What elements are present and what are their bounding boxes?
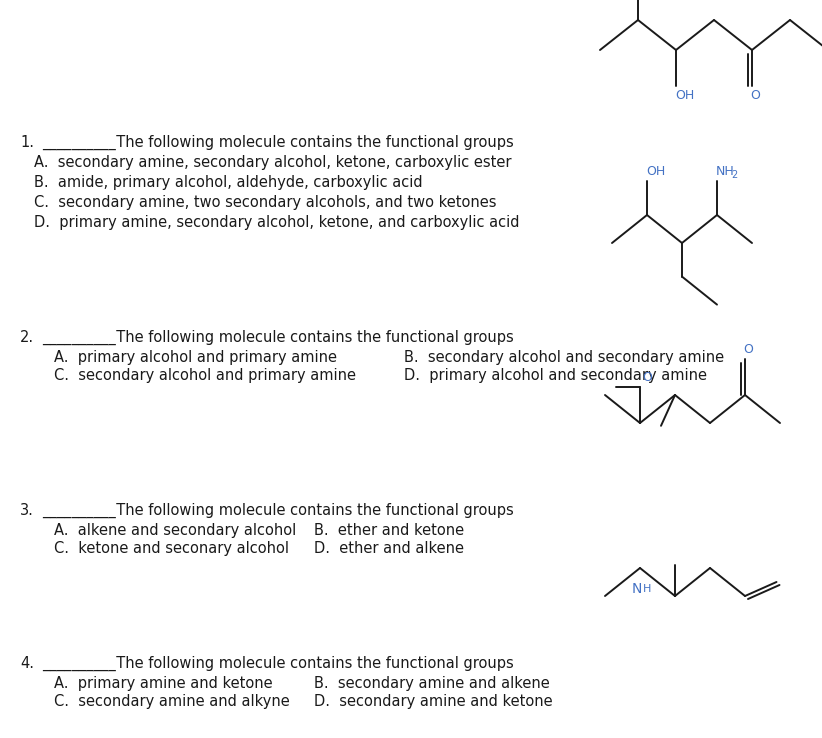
Text: 2: 2 — [731, 170, 737, 180]
Text: The following molecule contains the functional groups: The following molecule contains the func… — [107, 503, 514, 518]
Text: C.  ketone and seconary alcohol: C. ketone and seconary alcohol — [54, 541, 289, 556]
Text: B.  ether and ketone: B. ether and ketone — [314, 523, 464, 538]
Text: 2.: 2. — [20, 330, 35, 345]
Text: H: H — [643, 584, 651, 594]
Text: OH: OH — [646, 165, 665, 179]
Text: The following molecule contains the functional groups: The following molecule contains the func… — [107, 330, 514, 345]
Text: D.  primary amine, secondary alcohol, ketone, and carboxylic acid: D. primary amine, secondary alcohol, ket… — [34, 215, 520, 230]
Text: 3.: 3. — [20, 503, 34, 518]
Text: O: O — [642, 370, 652, 384]
Text: C.  secondary amine, two secondary alcohols, and two ketones: C. secondary amine, two secondary alcoho… — [34, 195, 496, 210]
Text: __________: __________ — [42, 135, 116, 150]
Text: A.  primary amine and ketone: A. primary amine and ketone — [54, 676, 273, 691]
Text: C.  secondary amine and alkyne: C. secondary amine and alkyne — [54, 694, 289, 709]
Text: D.  primary alcohol and secondary amine: D. primary alcohol and secondary amine — [404, 368, 707, 383]
Text: N: N — [632, 582, 642, 596]
Text: A.  alkene and secondary alcohol: A. alkene and secondary alcohol — [54, 523, 296, 538]
Text: B.  secondary amine and alkene: B. secondary amine and alkene — [314, 676, 550, 691]
Text: OH: OH — [675, 89, 695, 102]
Text: O: O — [743, 342, 753, 356]
Text: __________: __________ — [42, 330, 116, 345]
Text: __________: __________ — [42, 503, 116, 518]
Text: NH: NH — [716, 165, 735, 179]
Text: The following molecule contains the functional groups: The following molecule contains the func… — [107, 135, 514, 150]
Text: 1.: 1. — [20, 135, 34, 150]
Text: B.  secondary alcohol and secondary amine: B. secondary alcohol and secondary amine — [404, 350, 724, 365]
Text: The following molecule contains the functional groups: The following molecule contains the func… — [107, 656, 514, 671]
Text: D.  ether and alkene: D. ether and alkene — [314, 541, 464, 556]
Text: C.  secondary alcohol and primary amine: C. secondary alcohol and primary amine — [54, 368, 356, 383]
Text: 4.: 4. — [20, 656, 34, 671]
Text: A.  secondary amine, secondary alcohol, ketone, carboxylic ester: A. secondary amine, secondary alcohol, k… — [34, 155, 511, 170]
Text: B.  amide, primary alcohol, aldehyde, carboxylic acid: B. amide, primary alcohol, aldehyde, car… — [34, 175, 423, 190]
Text: __________: __________ — [42, 656, 116, 671]
Text: O: O — [750, 89, 760, 102]
Text: A.  primary alcohol and primary amine: A. primary alcohol and primary amine — [54, 350, 337, 365]
Text: D.  secondary amine and ketone: D. secondary amine and ketone — [314, 694, 552, 709]
